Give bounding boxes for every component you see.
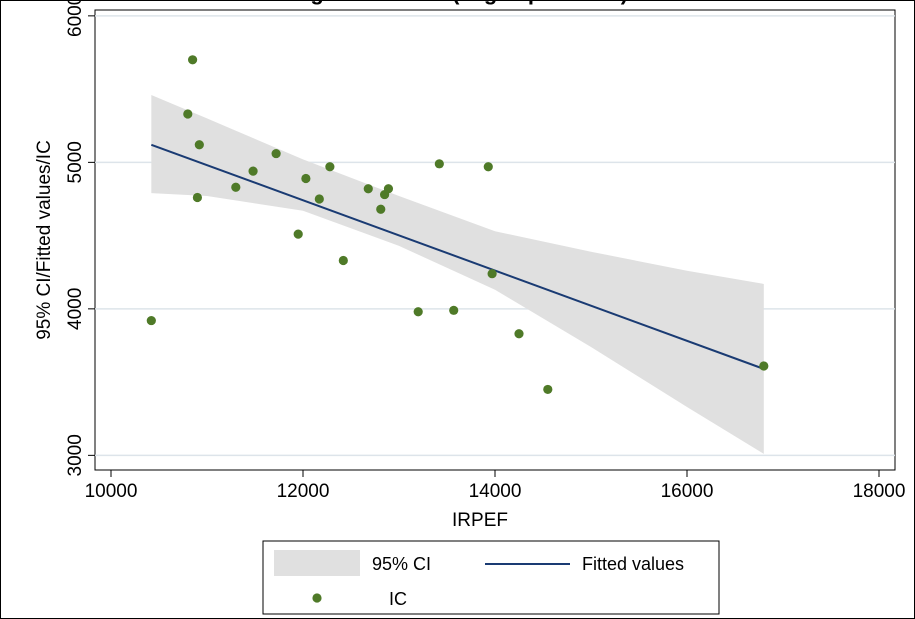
data-point <box>487 269 497 279</box>
data-point <box>271 148 281 159</box>
y-axis-title: 95% CI/Fitted values/IC <box>34 140 55 340</box>
ci-band-layer <box>151 94 764 454</box>
data-point <box>413 307 423 317</box>
y-tick-label: 6000 <box>65 0 86 37</box>
legend-label-fitted: Fitted values <box>582 554 684 574</box>
data-point <box>514 329 524 339</box>
data-point <box>146 315 156 326</box>
x-tick-label: 10000 <box>85 481 138 502</box>
data-point <box>543 384 553 395</box>
x-tick-label: 16000 <box>661 481 714 502</box>
legend-label-ci: 95% CI <box>372 554 431 574</box>
x-tick-label: 14000 <box>469 481 522 502</box>
points-layer <box>146 55 769 395</box>
data-point <box>759 361 769 371</box>
data-point <box>183 109 193 119</box>
data-point <box>314 194 324 204</box>
data-point <box>301 173 311 184</box>
data-point <box>483 162 493 172</box>
y-tick-label: 5000 <box>65 141 86 183</box>
legend-swatch-ci <box>274 550 360 576</box>
y-tick-label: 3000 <box>65 434 86 476</box>
data-point <box>363 184 373 194</box>
data-point <box>188 55 198 65</box>
data-point <box>231 182 241 192</box>
legend-label-ic: IC <box>389 589 407 609</box>
data-point <box>325 162 335 172</box>
grid <box>95 15 895 457</box>
chart-title: ... g ... ... ... ... ... (... g ... p .… <box>286 0 628 5</box>
data-point <box>248 166 258 176</box>
axes: 3000 4000 5000 6000 10000 12000 14000 16000 1800… <box>65 0 905 502</box>
data-point <box>449 305 459 315</box>
data-point <box>376 204 386 214</box>
data-point <box>383 184 394 194</box>
ci-band <box>151 94 764 454</box>
x-axis-title: IRPEF <box>452 510 508 531</box>
data-point <box>434 159 444 169</box>
x-tick-label: 12000 <box>277 481 330 502</box>
y-tick-label: 4000 <box>65 288 86 330</box>
fitted-line-layer <box>150 143 765 370</box>
x-tick-label: 18000 <box>853 481 906 502</box>
data-point <box>194 140 204 150</box>
data-point <box>293 229 303 239</box>
data-point <box>338 255 348 266</box>
data-point <box>192 192 202 203</box>
fitted-line <box>150 143 765 370</box>
legend-swatch-ic <box>312 593 322 603</box>
legend: 95% CI Fitted values IC <box>262 540 720 615</box>
